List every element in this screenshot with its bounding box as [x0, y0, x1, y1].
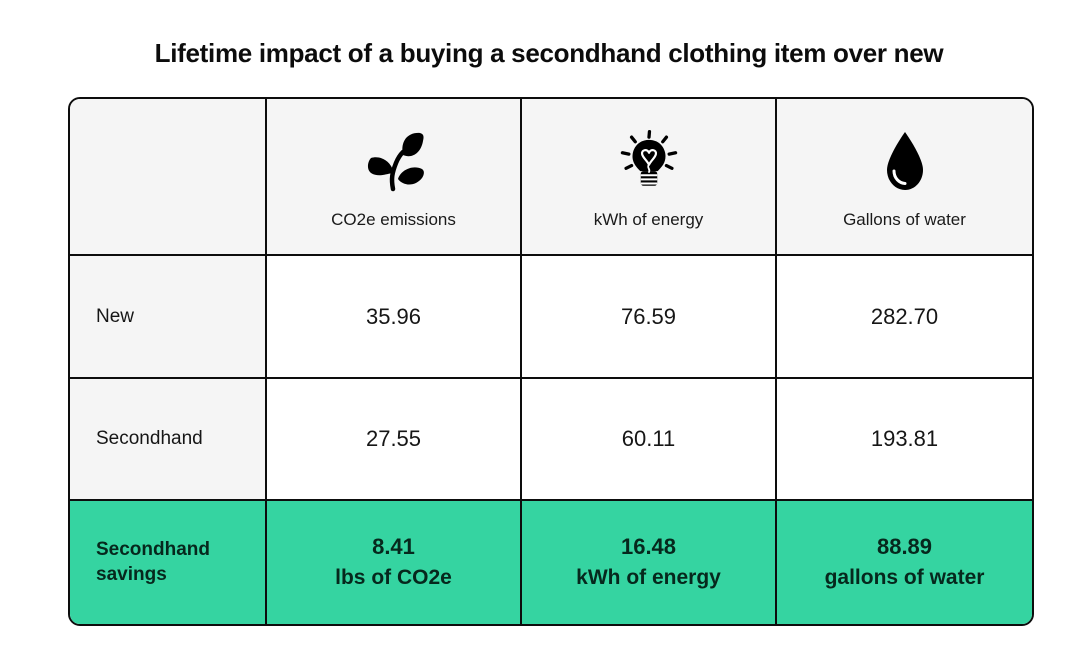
savings-unit: gallons of water [824, 566, 985, 590]
value-new-water: 282.70 [777, 256, 1032, 379]
column-header-water: Gallons of water [777, 99, 1032, 256]
value-secondhand-co2e: 27.55 [267, 379, 522, 501]
column-header-label: kWh of energy [593, 210, 704, 229]
value-new-co2e: 35.96 [267, 256, 522, 379]
column-header-energy: kWh of energy [522, 99, 777, 256]
plant-icon [358, 129, 430, 193]
lightbulb-icon [613, 129, 685, 193]
savings-energy: 16.48 kWh of energy [522, 501, 777, 624]
savings-unit: lbs of CO2e [335, 566, 452, 590]
value-secondhand-energy: 60.11 [522, 379, 777, 501]
column-header-label: CO2e emissions [331, 210, 456, 229]
row-label-new: New [70, 256, 267, 379]
column-header-co2e: CO2e emissions [267, 99, 522, 256]
savings-value: 88.89 [876, 534, 933, 560]
column-header-label: Gallons of water [843, 210, 966, 229]
savings-water: 88.89 gallons of water [777, 501, 1032, 624]
row-label-secondhand: Secondhand [70, 379, 267, 501]
value-new-energy: 76.59 [522, 256, 777, 379]
value-secondhand-water: 193.81 [777, 379, 1032, 501]
corner-cell [70, 99, 267, 256]
savings-value: 8.41 [372, 534, 415, 560]
savings-value: 16.48 [620, 534, 677, 560]
savings-unit: kWh of energy [576, 566, 721, 590]
savings-co2e: 8.41 lbs of CO2e [267, 501, 522, 624]
impact-table: CO2e emissions [68, 97, 1034, 626]
row-label-secondhand-savings: Secondhand savings [70, 501, 267, 624]
water-drop-icon [869, 129, 941, 193]
page-title: Lifetime impact of a buying a secondhand… [154, 38, 944, 68]
